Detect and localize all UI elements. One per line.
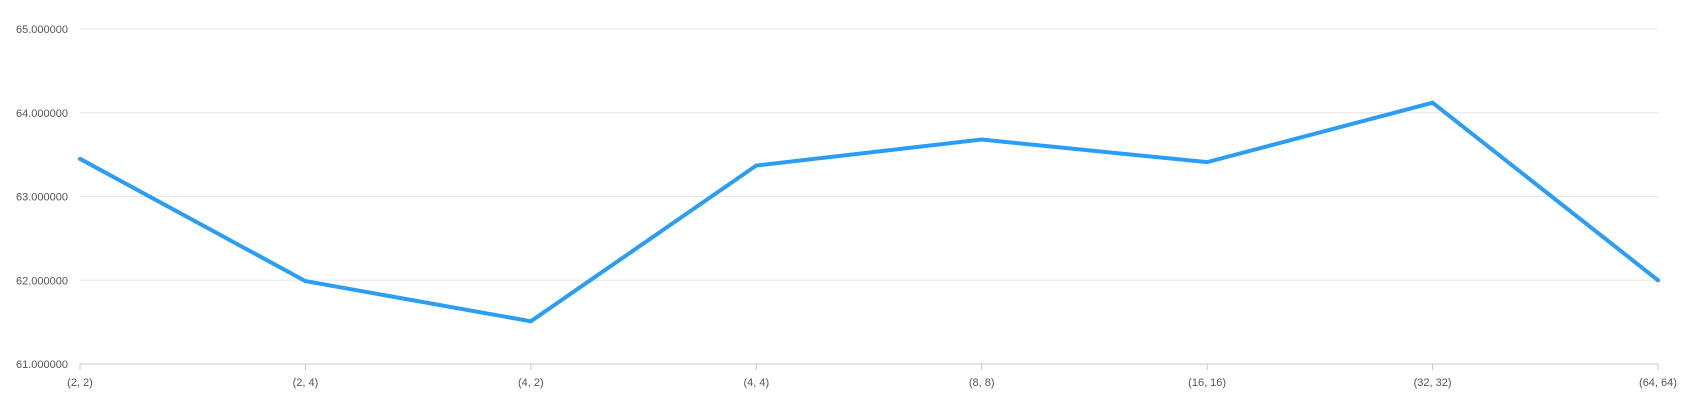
y-tick-label: 63.000000 — [16, 192, 68, 204]
series-layer — [78, 100, 1660, 324]
x-tick-label: (4, 4) — [743, 377, 769, 389]
x-tick-label: (16, 16) — [1188, 377, 1226, 389]
y-axis-ticks: 61.000000 62.000000 63.000000 64.000000 65.0… — [16, 24, 68, 371]
x-tick-label: (32, 32) — [1414, 377, 1452, 389]
y-tick-label: 62.000000 — [16, 275, 68, 287]
data-point — [754, 163, 759, 168]
series-line — [79, 100, 1660, 324]
y-tick-label: 61.000000 — [16, 359, 68, 371]
data-point — [528, 319, 533, 324]
data-point — [303, 279, 308, 284]
data-point — [979, 137, 984, 142]
data-point — [1656, 278, 1660, 283]
data-point — [78, 156, 82, 161]
x-tick-label: (8, 8) — [969, 377, 995, 389]
data-point — [1430, 100, 1435, 105]
data-point — [1205, 160, 1210, 165]
x-tick-label: (64, 64) — [1639, 377, 1677, 389]
y-tick-label: 64.000000 — [16, 108, 68, 120]
grid-lines — [80, 28, 1658, 281]
x-axis-ticks: (2, 2) (2, 4) (4, 2) (4, 4) (8, 8) (16, 16) (3… — [67, 364, 1677, 389]
x-tick-label: (4, 2) — [518, 377, 544, 389]
y-tick-label: 65.000000 — [16, 24, 68, 36]
x-tick-label: (2, 4) — [293, 377, 319, 389]
x-tick-label: (2, 2) — [67, 377, 93, 389]
